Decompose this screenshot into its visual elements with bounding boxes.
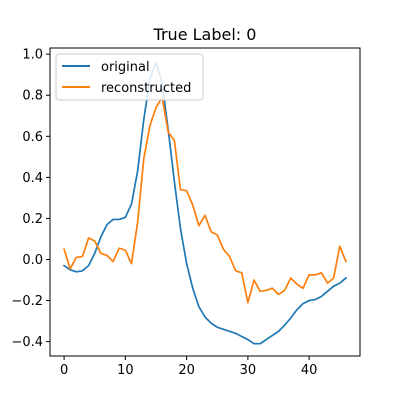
axis-layer: 0 10 20 30 40 −0.4 −0.2 0.0 0.2 0.4 0.6 0.8 1.0 [11, 48, 317, 378]
y-tick-label: 0.4 [22, 171, 43, 186]
series-layer [62, 61, 348, 345]
y-tick-label: 1.0 [22, 48, 43, 63]
y-tick-label: 0.6 [22, 130, 43, 145]
y-tick-label: −0.4 [11, 335, 43, 350]
x-tick-label: 40 [301, 363, 318, 378]
x-tick-label: 20 [178, 363, 195, 378]
x-tick-label: 30 [240, 363, 257, 378]
legend: original reconstructed [55, 53, 204, 101]
chart-title: True Label: 0 [153, 25, 257, 44]
legend-box [55, 53, 204, 101]
legend-label-reconstructed: reconstructed [101, 81, 191, 96]
y-tick-label: 0.2 [22, 212, 43, 227]
y-tick-label: −0.2 [11, 294, 43, 309]
y-tick-label: 0.8 [22, 89, 43, 104]
legend-label-original: original [101, 60, 150, 75]
plot-frame [49, 47, 361, 357]
series-line-reconstructed [63, 96, 348, 304]
x-tick-label: 10 [117, 363, 134, 378]
x-tick-label: 0 [60, 363, 68, 378]
series-line-original [62, 61, 348, 345]
y-tick-label: 0.0 [22, 253, 43, 268]
